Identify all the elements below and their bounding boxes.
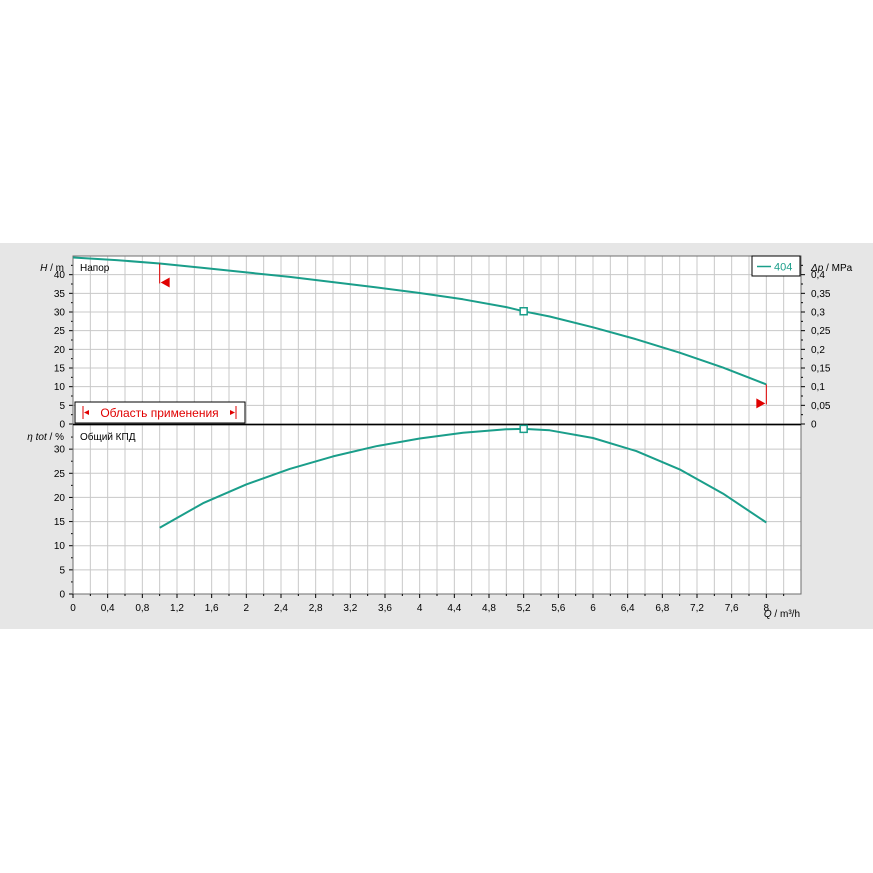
- y2-tick-label: 0,15: [811, 364, 831, 375]
- legend-entry: 404: [774, 262, 792, 274]
- series-line-0: [72, 256, 767, 386]
- y2-tick-label: 0,4: [811, 270, 825, 281]
- y-tick-label: 25: [54, 469, 66, 480]
- y-axis-label-head-unit: m: [56, 263, 64, 274]
- y2-tick-label: 0,2: [811, 345, 825, 356]
- operating-point-1: [519, 424, 528, 434]
- x-tick-label: 1,2: [170, 603, 184, 614]
- y-tick-label: 35: [54, 289, 66, 300]
- y-tick-label: 5: [59, 401, 65, 412]
- range-label-left-arrow: [84, 410, 89, 415]
- x-tick-label: 2,4: [274, 603, 288, 614]
- y-tick-label: 10: [54, 541, 66, 552]
- y-axis-label-head: H / m: [40, 263, 64, 274]
- y-axis-label-efficiency-unit: %: [55, 432, 64, 443]
- x-tick-label: 5,6: [551, 603, 565, 614]
- x-tick-label: 4,4: [447, 603, 461, 614]
- x-tick-label: 2: [244, 603, 250, 614]
- x-tick-label: 4: [417, 603, 423, 614]
- x-tick-label: 6: [590, 603, 596, 614]
- y2-axis-label-pressure: Δp / MPa: [810, 263, 853, 274]
- y-tick-label: 15: [54, 517, 66, 528]
- x-tick-label: 6,8: [655, 603, 669, 614]
- x-tick-label: 7,2: [690, 603, 704, 614]
- chart-panel: 0 5 10 15 20 25 30 35 40 0 5 10 15 20 25 30 Напор Общий К…: [0, 243, 873, 629]
- range-label-right-arrow: [230, 410, 235, 415]
- x-tick-label: 1,6: [205, 603, 219, 614]
- x-tick-label: 0,8: [135, 603, 149, 614]
- legend-box: [751, 255, 801, 277]
- series-line-1: [159, 427, 767, 529]
- y-tick-label: 0: [59, 590, 65, 601]
- x-tick-label: 0,4: [101, 603, 115, 614]
- x-tick-label: 2,8: [309, 603, 323, 614]
- x-tick-label: 8: [764, 603, 770, 614]
- range-max-arrow: [756, 398, 766, 409]
- y2-tick-label: 0,25: [811, 326, 831, 337]
- range-label-text: Область применения: [100, 406, 218, 420]
- y-axis-label-efficiency-var: η tot: [27, 432, 48, 443]
- x-tick-label: 4,8: [482, 603, 496, 614]
- x-tick-label: 3,2: [343, 603, 357, 614]
- x-axis-label-var: Q: [764, 609, 772, 620]
- x-tick-label: 7,6: [725, 603, 739, 614]
- y2-axis-label-pressure-var: Δp: [810, 263, 824, 274]
- x-tick-label: 5,2: [517, 603, 531, 614]
- y-tick-label: 40: [54, 270, 66, 281]
- y-tick-label: 20: [54, 345, 66, 356]
- y-axis-label-head-var: H: [40, 263, 48, 274]
- y2-axis-label-pressure-unit: MPa: [832, 263, 853, 274]
- range-label-box: [74, 401, 246, 424]
- y2-tick-label: 0,3: [811, 308, 825, 319]
- operating-point-0: [519, 307, 528, 316]
- y-axis-label-efficiency: η tot / %: [27, 432, 64, 443]
- y2-tick-label: 0: [811, 420, 817, 431]
- y-tick-label: 20: [54, 493, 66, 504]
- y-tick-label: 25: [54, 326, 66, 337]
- x-axis-label: Q / m³/h: [764, 609, 800, 620]
- y2-tick-label: 0,35: [811, 289, 831, 300]
- y-tick-label: 0: [59, 420, 65, 431]
- y-tick-label: 30: [54, 308, 66, 319]
- panel-label-head: Напор: [80, 263, 110, 274]
- panel-label-efficiency: Общий КПД: [80, 431, 136, 443]
- y-tick-label: 30: [54, 445, 66, 456]
- y-tick-label: 15: [54, 364, 66, 375]
- x-tick-label: 3,6: [378, 603, 392, 614]
- x-tick-label: 6,4: [621, 603, 635, 614]
- x-axis-label-unit: m³/h: [780, 609, 800, 620]
- y-tick-label: 5: [59, 565, 65, 576]
- x-tick-label: 0: [70, 603, 76, 614]
- y2-tick-label: 0,1: [811, 382, 825, 393]
- y2-tick-label: 0,05: [811, 401, 831, 412]
- range-min-arrow: [160, 277, 170, 288]
- y-tick-label: 10: [54, 382, 66, 393]
